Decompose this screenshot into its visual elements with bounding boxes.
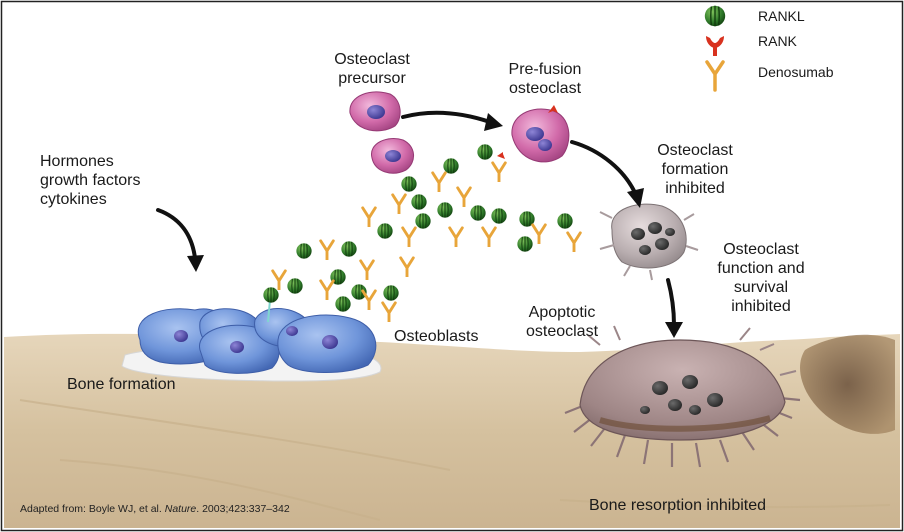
denosumab-molecules <box>271 161 582 322</box>
resorption-pit <box>800 334 895 434</box>
citation-prefix: Adapted from: Boyle WJ, et al. <box>20 503 165 515</box>
flow-arrows <box>156 110 676 327</box>
legend-rank-label: RANK <box>758 33 797 49</box>
arrow-prefusion-to-inhibited <box>570 140 638 197</box>
arrow-inhibited-to-apoptotic <box>666 278 676 327</box>
inhibited-osteoclast <box>599 191 699 281</box>
label-osteoblasts: Osteoblasts <box>394 328 479 345</box>
label-pre-fusion-osteoclast: Pre-fusion osteoclast <box>508 61 582 97</box>
citation-suffix: . 2003;423:337–342 <box>196 503 290 515</box>
legend-rank-icon <box>706 36 724 56</box>
pre-fusion-osteoclast <box>497 105 570 163</box>
legend-denosumab-icon <box>705 60 725 92</box>
arrow-precursor-to-prefusion <box>401 110 492 124</box>
arrow-hormones-to-osteoblasts <box>156 208 197 260</box>
legend-denosumab-label: Denosumab <box>758 64 834 80</box>
legend-rankl-icon <box>704 5 726 27</box>
label-apoptotic-osteoclast: Apoptotic osteoclast <box>525 304 599 340</box>
label-osteoclast-precursor: Osteoclast precursor <box>334 51 410 87</box>
citation-journal: Nature <box>164 503 197 515</box>
legend-rankl-label: RANKL <box>758 8 805 24</box>
apoptotic-osteoclast <box>564 325 801 468</box>
legend-icons <box>704 5 726 92</box>
label-bone-resorption-inhibited: Bone resorption inhibited <box>589 497 767 514</box>
arrow-heads <box>187 113 683 338</box>
rankl-molecules <box>262 143 574 313</box>
label-bone-formation: Bone formation <box>67 376 176 393</box>
citation: Adapted from: Boyle WJ, et al. Nature. 2… <box>20 503 290 515</box>
label-hormones: Hormones growth factors cytokines <box>40 153 141 208</box>
label-formation-inhibited: Osteoclast formation inhibited <box>657 142 733 197</box>
bone-texture <box>19 399 891 521</box>
osteoblast-cluster <box>137 299 377 374</box>
osteoclast-precursor-cells <box>349 91 414 174</box>
label-function-inhibited: Osteoclast function and survival inhibit… <box>717 241 805 315</box>
